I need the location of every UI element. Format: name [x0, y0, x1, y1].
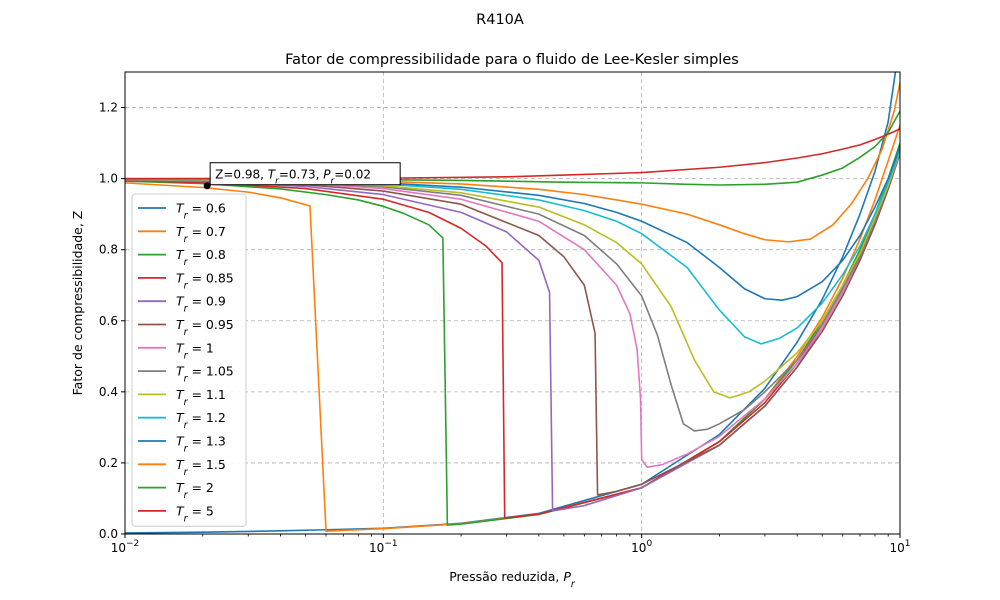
legend-label-5: Tr = 0.95	[176, 317, 234, 338]
series-line-7	[125, 153, 900, 432]
x-tick-label: 101	[889, 539, 910, 555]
chart-title: Fator de compressibilidade para o fluido…	[285, 52, 739, 68]
series-line-12	[125, 110, 900, 186]
legend-label-4: Tr = 0.9	[176, 294, 226, 315]
x-axis-label: Pressão reduzida, Pr	[449, 569, 576, 590]
series-layer	[125, 72, 900, 534]
y-tick-label: 0.2	[99, 456, 118, 470]
y-tick-label: 0.0	[99, 527, 118, 541]
x-tick-label: 10−1	[369, 539, 398, 555]
figure-suptitle: R410A	[476, 12, 524, 28]
legend-label-7: Tr = 1.05	[176, 364, 234, 385]
series-line-2	[125, 142, 900, 526]
x-tick-label: 10−2	[111, 539, 140, 555]
legend-label-0: Tr = 0.6	[176, 201, 226, 222]
legend-label-10: Tr = 1.3	[176, 434, 226, 455]
series-line-6	[125, 153, 900, 468]
legend-label-1: Tr = 0.7	[176, 224, 226, 245]
x-axis-ticks: 10−2 10−1 100 101	[111, 534, 911, 555]
series-line-10	[125, 146, 900, 301]
legend-label-11: Tr = 1.5	[176, 457, 226, 478]
y-axis-ticks: 0.0 0.2 0.4 0.6 0.8 1.0 1.2	[99, 101, 125, 541]
plot-frame	[124, 71, 901, 535]
series-line-0	[125, 72, 897, 534]
legend-label-6: Tr = 1	[176, 340, 214, 361]
annotation-text: Z=0.98, Tr=0.73, Pr=0.02	[215, 168, 371, 187]
legend-box	[131, 193, 247, 527]
y-tick-label: 1.2	[99, 101, 118, 115]
legend-label-13: Tr = 5	[176, 503, 214, 524]
y-tick-label: 1.0	[99, 172, 118, 186]
y-tick-label: 0.4	[99, 385, 118, 399]
annotation: Z=0.98, Tr=0.73, Pr=0.02	[203, 162, 401, 190]
y-tick-label: 0.8	[99, 243, 118, 257]
legend-label-9: Tr = 1.2	[176, 410, 226, 431]
annotation-box	[209, 162, 401, 186]
series-line-11	[125, 82, 900, 243]
series-line-13	[125, 128, 900, 180]
series-line-5	[125, 153, 900, 496]
y-tick-label: 0.6	[99, 314, 118, 328]
y-axis-label: Fator de compressibilidade, Z	[70, 211, 85, 396]
legend-label-3: Tr = 0.85	[176, 270, 234, 291]
grid-lines	[125, 72, 900, 534]
x-tick-label: 100	[631, 539, 652, 555]
legend-label-8: Tr = 1.1	[176, 387, 226, 408]
annotation-marker	[203, 182, 211, 190]
series-line-8	[125, 149, 900, 399]
series-line-9	[125, 149, 900, 345]
legend-label-2: Tr = 0.8	[176, 247, 226, 268]
legend-label-12: Tr = 2	[176, 480, 214, 501]
legend: Tr = 0.6Tr = 0.7Tr = 0.8Tr = 0.85 Tr = 0.…	[131, 193, 247, 527]
